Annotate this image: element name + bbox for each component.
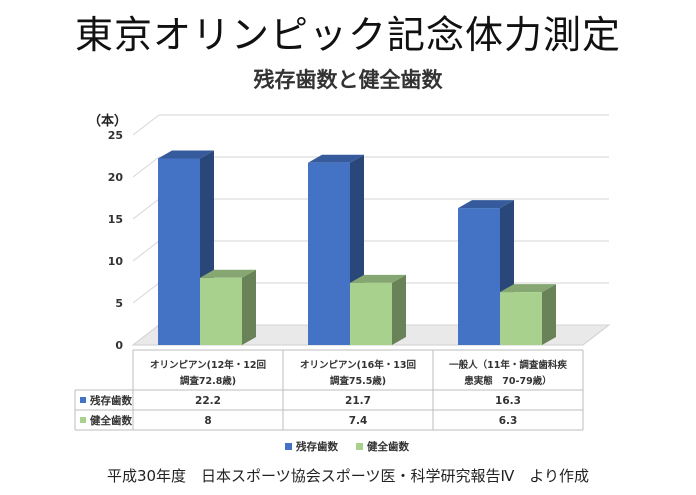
- table-series-label: 残存歯数: [90, 394, 132, 407]
- bar-top: [500, 284, 556, 293]
- data-value-label: 21.7: [345, 395, 371, 407]
- x-category-label: 患実態 70-79歳）: [464, 375, 551, 387]
- bar-top: [458, 200, 514, 209]
- bar-side: [392, 274, 406, 345]
- table-series-label: 健全歯数: [90, 414, 132, 427]
- bar-top: [158, 150, 214, 159]
- source-note: 平成30年度 日本スポーツ協会スポーツ医・科学研究報告Ⅳ より作成: [106, 467, 590, 485]
- bar-remaining-teeth: [308, 162, 350, 345]
- gridline-side: [132, 156, 160, 178]
- gridline-side: [132, 324, 160, 346]
- x-category-label: 調査72.8歳): [180, 375, 236, 387]
- chart-title: 残存歯数と健全歯数: [253, 68, 443, 92]
- x-category-label: オリンピアン(16年・13回: [300, 359, 416, 371]
- y-tick-label: 20: [108, 171, 124, 184]
- y-tick-label: 5: [115, 297, 123, 310]
- data-value-label: 8: [204, 415, 211, 427]
- legend-swatch: [356, 443, 363, 450]
- data-value-label: 22.2: [195, 395, 221, 407]
- bar-side: [542, 284, 556, 345]
- y-tick-label: 15: [108, 213, 123, 226]
- gridline-side: [132, 198, 160, 220]
- y-tick-label: 10: [108, 255, 124, 268]
- bar-healthy-teeth: [500, 292, 542, 345]
- data-value-label: 6.3: [499, 415, 518, 427]
- gridline-side: [132, 240, 160, 262]
- bar-remaining-teeth: [458, 208, 500, 345]
- data-value-label: 16.3: [495, 395, 521, 407]
- bar-top: [308, 154, 364, 163]
- data-value-label: 7.4: [349, 415, 368, 427]
- legend-swatch: [285, 443, 292, 450]
- legend-label: 健全歯数: [367, 440, 409, 453]
- legend-label: 残存歯数: [296, 440, 338, 453]
- bar-side: [242, 269, 256, 345]
- y-tick-label: 0: [115, 339, 123, 352]
- x-category-label: 調査75.5歳): [330, 375, 386, 387]
- table-legend-key: [80, 397, 86, 403]
- bar-top: [350, 274, 406, 283]
- gridline-side: [132, 282, 160, 304]
- y-tick-label: 25: [108, 129, 123, 142]
- bar-remaining-teeth: [158, 158, 200, 345]
- x-category-label: オリンピアン(12年・12回: [150, 359, 266, 371]
- bar-healthy-teeth: [200, 277, 242, 345]
- y-axis-unit-label: （本）: [88, 114, 128, 129]
- gridline-side: [132, 114, 160, 136]
- main-title: 東京オリンピック記念体力測定: [74, 13, 621, 57]
- bar-top: [200, 269, 256, 278]
- x-category-label: 一般人（11年・調査歯科疾: [449, 359, 567, 371]
- table-legend-key: [80, 417, 86, 423]
- bar-healthy-teeth: [350, 282, 392, 345]
